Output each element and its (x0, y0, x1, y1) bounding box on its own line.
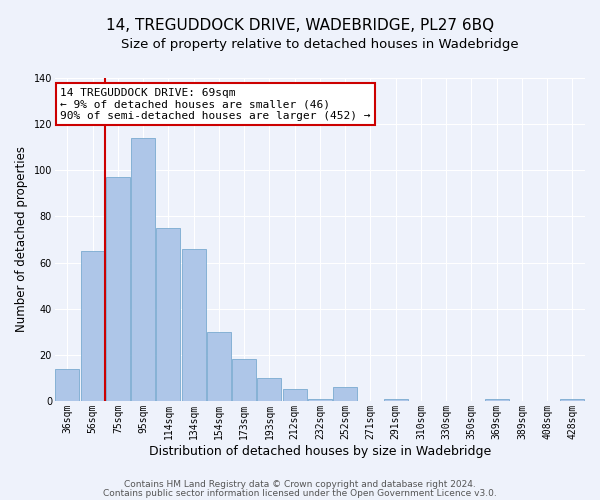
Bar (257, 378, 281, 401)
Bar (207, 332, 231, 401)
Title: Size of property relative to detached houses in Wadebridge: Size of property relative to detached ho… (121, 38, 519, 51)
Bar (81, 251, 104, 401)
Text: Contains HM Land Registry data © Crown copyright and database right 2024.: Contains HM Land Registry data © Crown c… (124, 480, 476, 489)
Bar (157, 228, 181, 401)
Bar (55, 368, 79, 401)
Text: 14 TREGUDDOCK DRIVE: 69sqm
← 9% of detached houses are smaller (46)
90% of semi-: 14 TREGUDDOCK DRIVE: 69sqm ← 9% of detac… (60, 88, 371, 121)
Bar (383, 398, 407, 401)
Bar (182, 248, 206, 401)
Bar (560, 398, 584, 401)
Bar (232, 360, 256, 401)
Text: 14, TREGUDDOCK DRIVE, WADEBRIDGE, PL27 6BQ: 14, TREGUDDOCK DRIVE, WADEBRIDGE, PL27 6… (106, 18, 494, 32)
Text: Contains public sector information licensed under the Open Government Licence v3: Contains public sector information licen… (103, 489, 497, 498)
Bar (308, 398, 332, 401)
Bar (485, 398, 509, 401)
Bar (333, 387, 357, 401)
Bar (106, 177, 130, 401)
Bar (283, 390, 307, 401)
Y-axis label: Number of detached properties: Number of detached properties (15, 146, 28, 332)
X-axis label: Distribution of detached houses by size in Wadebridge: Distribution of detached houses by size … (149, 444, 491, 458)
Bar (131, 138, 155, 401)
